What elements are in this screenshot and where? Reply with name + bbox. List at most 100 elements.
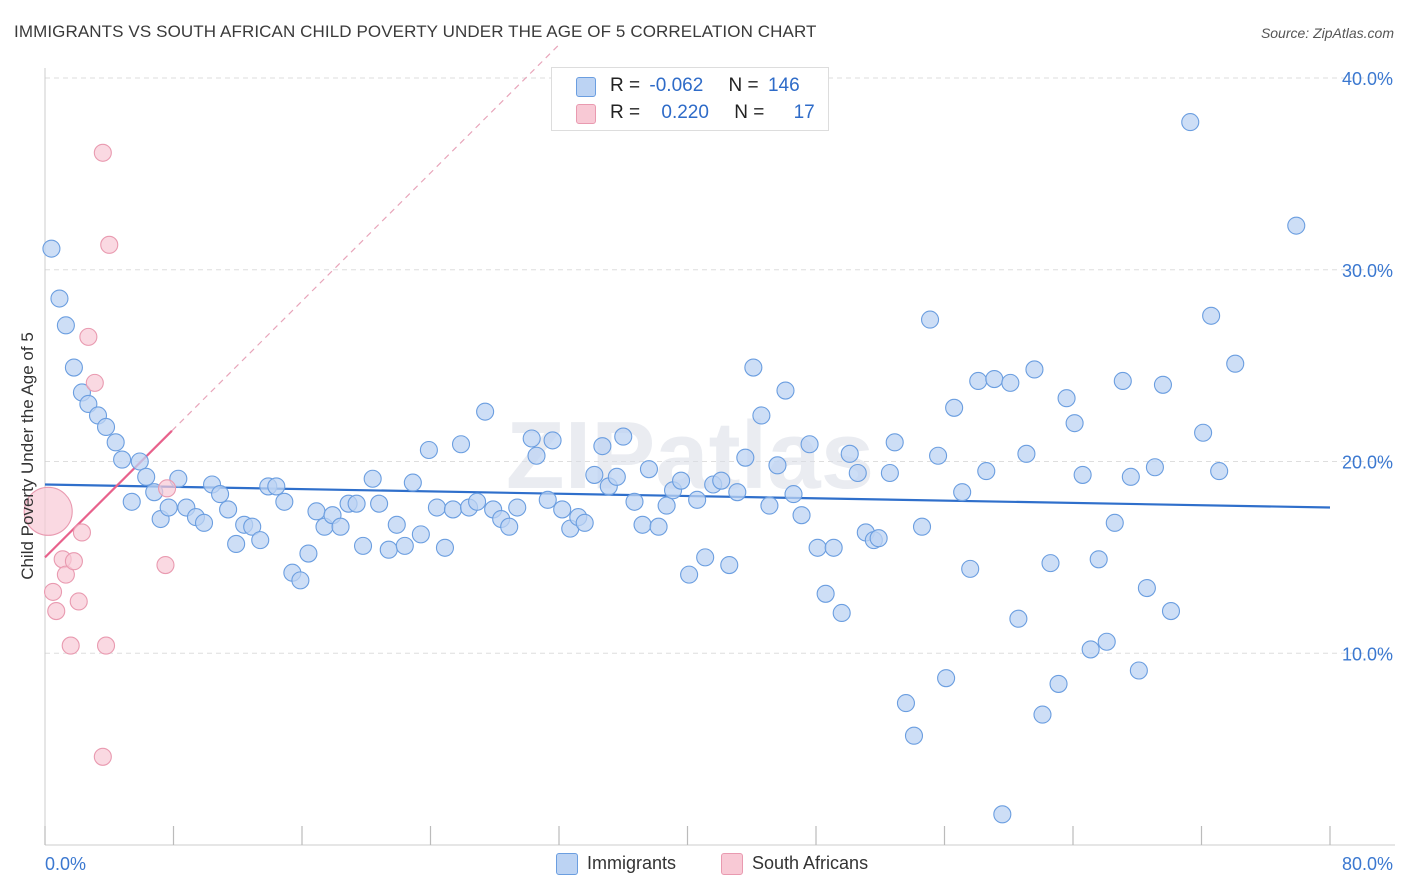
point-immigrants	[194, 513, 214, 532]
y-tick-label: 40.0%	[1342, 69, 1393, 89]
point-immigrants	[96, 417, 116, 437]
point-immigrants	[639, 460, 659, 479]
point-immigrants	[1194, 423, 1213, 442]
y-tick-label: 10.0%	[1342, 644, 1393, 664]
legend-n-value: 146	[767, 75, 800, 96]
point-immigrants	[64, 358, 83, 377]
point-immigrants	[435, 538, 455, 557]
point-immigrants	[379, 540, 398, 559]
point-immigrants	[159, 498, 178, 517]
point-immigrants	[443, 500, 463, 519]
point-immigrants	[712, 471, 731, 490]
point-immigrants	[370, 494, 389, 513]
point-immigrants	[728, 483, 747, 502]
point-immigrants	[945, 398, 964, 417]
trend-line-immigrants	[44, 483, 1331, 509]
point-south-africans	[69, 592, 88, 611]
point-south-africans	[56, 565, 75, 584]
legend-r-label: R =	[610, 102, 641, 123]
legend-r-value: 0.220	[661, 102, 709, 123]
point-immigrants	[543, 431, 562, 450]
legend: R = -0.062 N = 146 R = 0.220 N = 17	[551, 67, 829, 131]
point-immigrants	[1287, 216, 1306, 235]
x-tick-label: 80.0%	[1342, 854, 1393, 874]
point-south-africans	[64, 552, 83, 571]
point-immigrants	[227, 534, 246, 554]
point-immigrants	[538, 490, 557, 509]
point-immigrants	[1081, 640, 1100, 659]
bottom-legend-swatch-immigrants	[556, 853, 578, 875]
point-immigrants	[395, 536, 414, 555]
point-immigrants	[688, 490, 707, 509]
point-immigrants	[522, 429, 541, 448]
point-immigrants	[243, 517, 262, 536]
point-immigrants	[937, 669, 956, 688]
point-immigrants	[985, 369, 1004, 389]
point-immigrants	[776, 381, 795, 400]
point-south-africans	[96, 636, 116, 655]
point-south-africans	[72, 523, 91, 542]
x-tick-label: 0.0%	[45, 854, 86, 874]
point-immigrants	[130, 452, 149, 471]
legend-r-value: -0.062	[649, 75, 704, 96]
point-immigrants	[411, 525, 430, 544]
point-immigrants	[508, 498, 527, 517]
point-immigrants	[961, 559, 980, 578]
point-immigrants	[1161, 602, 1181, 621]
point-south-africans	[79, 327, 98, 346]
legend-r-label: R =	[610, 75, 641, 96]
point-immigrants	[593, 437, 612, 456]
point-immigrants	[291, 571, 310, 590]
point-immigrants	[113, 450, 132, 469]
point-immigrants	[1049, 674, 1068, 693]
chart-title: IMMIGRANTS VS SOUTH AFRICAN CHILD POVERT…	[14, 22, 817, 41]
trend-line-south-africans	[44, 430, 173, 559]
point-immigrants	[1153, 375, 1172, 394]
point-immigrants	[1202, 306, 1221, 325]
point-immigrants	[137, 467, 156, 486]
point-immigrants	[1025, 360, 1044, 379]
point-immigrants	[1105, 513, 1124, 532]
point-immigrants	[1145, 458, 1164, 477]
point-immigrants	[614, 427, 633, 446]
point-immigrants	[575, 513, 594, 532]
point-immigrants	[649, 517, 668, 536]
point-immigrants	[451, 435, 471, 454]
point-south-africans	[93, 143, 112, 162]
point-immigrants	[832, 603, 851, 623]
point-immigrants	[768, 456, 787, 475]
y-tick-label: 20.0%	[1342, 453, 1393, 473]
point-immigrants	[106, 433, 125, 452]
gridlines	[45, 77, 1395, 654]
point-immigrants	[1181, 113, 1200, 132]
point-immigrants	[585, 465, 604, 484]
point-immigrants	[1210, 462, 1229, 481]
point-immigrants	[299, 544, 318, 563]
point-immigrants	[363, 469, 382, 488]
point-immigrants	[808, 538, 827, 557]
point-immigrants	[211, 485, 230, 504]
legend-n-label: N =	[728, 75, 759, 96]
point-immigrants	[784, 485, 803, 504]
point-immigrants	[840, 444, 859, 463]
point-immigrants	[977, 462, 996, 481]
point-immigrants	[672, 471, 691, 490]
point-south-africans	[61, 636, 80, 655]
point-immigrants	[468, 492, 487, 511]
point-immigrants	[219, 500, 238, 519]
trend-lines	[44, 44, 1331, 559]
point-immigrants	[760, 496, 779, 515]
point-immigrants	[50, 289, 69, 308]
point-immigrants	[920, 310, 940, 329]
point-immigrants	[1065, 414, 1084, 433]
point-immigrants	[625, 492, 644, 511]
point-immigrants	[607, 467, 626, 486]
point-south-africans	[85, 373, 104, 392]
point-immigrants	[633, 515, 652, 534]
point-immigrants	[122, 492, 141, 511]
point-immigrants	[953, 483, 972, 502]
point-immigrants	[1089, 550, 1108, 569]
point-immigrants	[848, 463, 867, 483]
point-immigrants	[1226, 354, 1245, 373]
point-immigrants	[896, 694, 916, 713]
